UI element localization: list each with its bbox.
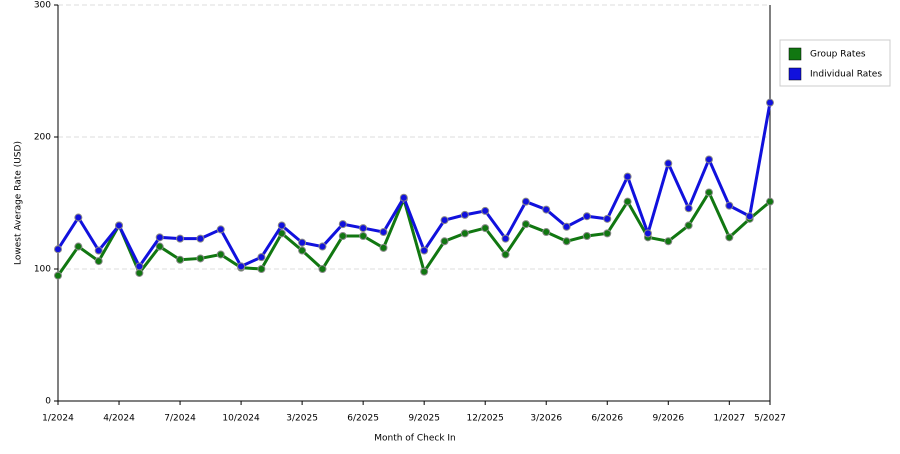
data-point — [420, 267, 429, 276]
x-tick-label: 6/2026 — [591, 414, 623, 424]
y-tick-label: 100 — [34, 265, 51, 275]
data-point — [745, 212, 754, 221]
data-point — [562, 222, 571, 231]
data-point — [542, 228, 551, 237]
x-tick-label: 5/2027 — [754, 414, 786, 424]
legend-label: Individual Rates — [810, 70, 882, 80]
data-point — [521, 220, 530, 229]
data-point — [318, 265, 327, 273]
data-point — [643, 229, 652, 238]
x-axis-title: Month of Check In — [374, 434, 456, 444]
data-point — [338, 232, 347, 240]
x-tick-label: 9/2025 — [408, 414, 440, 424]
data-point — [582, 212, 591, 221]
legend-label: Group Rates — [810, 50, 866, 60]
y-axis-title: Lowest Average Rate (USD) — [14, 141, 24, 265]
data-point — [338, 220, 347, 229]
data-point — [725, 233, 734, 242]
series-line — [56, 189, 771, 277]
y-tick-label: 0 — [45, 397, 51, 407]
legend-swatch — [788, 47, 802, 61]
data-point — [196, 234, 205, 243]
x-tick-label: 3/2025 — [286, 414, 318, 424]
y-tick-label: 200 — [34, 133, 51, 143]
data-point — [94, 246, 103, 255]
data-point — [603, 214, 612, 223]
data-point — [664, 237, 673, 246]
data-point — [481, 224, 490, 233]
data-point — [135, 262, 144, 271]
data-point — [176, 255, 185, 264]
data-point — [521, 197, 530, 206]
data-point — [704, 155, 713, 164]
data-point — [155, 233, 164, 242]
data-point — [298, 246, 307, 255]
data-point — [582, 232, 591, 240]
x-tick-label: 3/2026 — [530, 414, 562, 424]
data-point — [399, 193, 408, 202]
data-point — [725, 201, 734, 210]
data-point — [460, 210, 469, 219]
x-tick-label: 1/2027 — [713, 414, 745, 424]
data-point — [155, 242, 164, 251]
x-tick-label: 1/2024 — [42, 414, 74, 424]
data-point — [684, 221, 693, 230]
data-point — [216, 250, 225, 259]
data-point — [74, 213, 83, 222]
data-point — [237, 262, 246, 271]
data-point — [115, 221, 124, 230]
legend-swatch — [788, 67, 802, 81]
data-point — [298, 238, 307, 247]
data-point — [501, 250, 510, 259]
data-point — [481, 206, 490, 215]
x-tick-label: 4/2024 — [103, 414, 135, 424]
data-point — [562, 237, 571, 246]
data-point — [54, 271, 62, 280]
data-point — [176, 234, 185, 243]
data-point — [257, 265, 266, 273]
x-tick-label: 6/2025 — [347, 414, 379, 424]
data-point — [623, 172, 632, 181]
data-point — [766, 98, 774, 107]
data-point — [664, 159, 673, 168]
data-point — [196, 254, 205, 263]
data-point — [542, 205, 551, 214]
data-point — [420, 246, 429, 255]
x-tick-label: 12/2025 — [467, 414, 504, 424]
data-point — [359, 232, 368, 240]
x-tick-label: 9/2026 — [652, 414, 684, 424]
data-point — [54, 245, 62, 254]
data-point — [684, 204, 693, 213]
x-tick-label: 7/2024 — [164, 414, 196, 424]
data-point — [379, 228, 388, 237]
y-tick-label: 300 — [34, 1, 51, 11]
data-point — [359, 224, 368, 233]
data-point — [460, 229, 469, 238]
data-point — [135, 268, 144, 277]
data-point — [623, 197, 632, 206]
data-point — [74, 242, 83, 251]
x-tick-label: 10/2024 — [222, 414, 260, 424]
data-point — [766, 197, 774, 206]
data-point — [94, 257, 103, 266]
data-point — [603, 229, 612, 238]
data-point — [704, 188, 713, 197]
data-point — [440, 216, 449, 225]
data-point — [216, 225, 225, 234]
data-point — [257, 253, 266, 262]
data-point — [501, 234, 510, 243]
data-point — [318, 242, 327, 251]
data-point — [379, 243, 388, 252]
data-point — [440, 237, 449, 246]
data-point — [277, 221, 286, 230]
